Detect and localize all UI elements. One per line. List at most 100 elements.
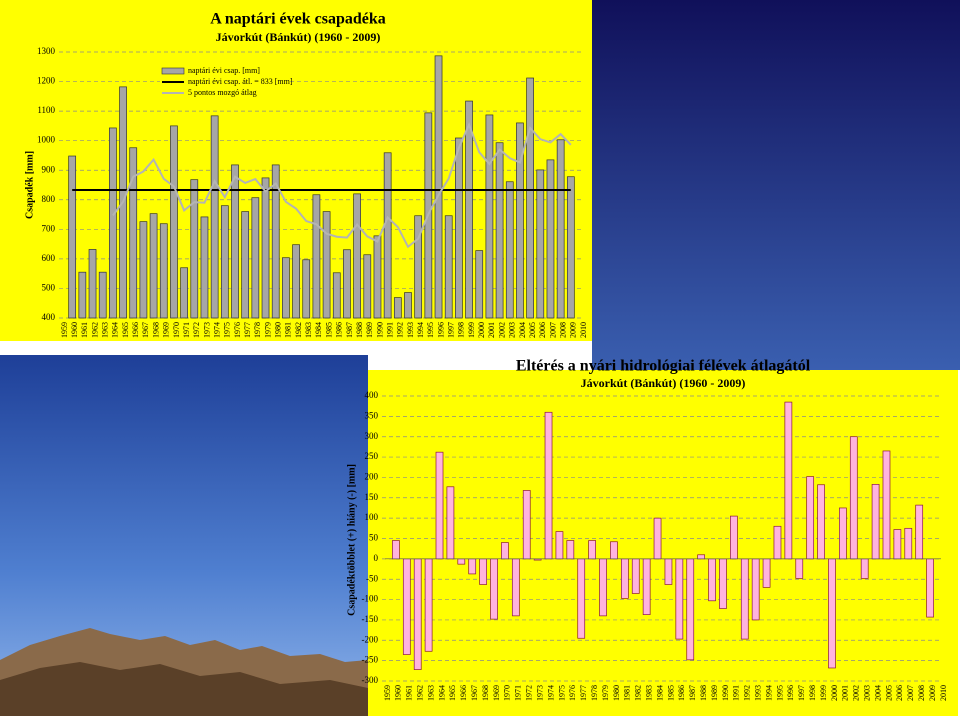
legend-label: naptári évi csap. átl. = 833 [mm] xyxy=(188,77,293,86)
legend-label: naptári évi csap. [mm] xyxy=(188,66,260,75)
bar xyxy=(599,558,607,617)
y-tick-label: 250 xyxy=(365,451,379,461)
bar xyxy=(414,215,423,319)
x-tick-label: 2005 xyxy=(884,685,893,701)
legend-swatch xyxy=(161,67,185,75)
bar xyxy=(495,142,504,319)
bar xyxy=(610,541,618,560)
bar xyxy=(68,155,77,319)
bar xyxy=(526,77,534,319)
x-tick-label: 1960 xyxy=(394,685,403,701)
x-tick-label: 1965 xyxy=(121,322,130,338)
bar xyxy=(806,476,815,560)
x-tick-label: 1978 xyxy=(590,685,599,701)
bar xyxy=(465,100,473,319)
x-tick-label: 1982 xyxy=(634,685,643,701)
x-tick-label: 1997 xyxy=(447,322,456,338)
y-tick-label: 700 xyxy=(42,223,56,233)
bar xyxy=(129,147,138,319)
bar xyxy=(546,159,555,319)
bar xyxy=(566,540,575,560)
legend-label: 5 pontos mozgó átlag xyxy=(188,88,257,97)
bar xyxy=(251,197,260,319)
bar xyxy=(740,558,749,640)
x-tick-label: 2007 xyxy=(906,685,915,701)
x-tick-label: 2001 xyxy=(841,685,850,701)
bar xyxy=(455,137,463,319)
x-tick-label: 1962 xyxy=(416,685,425,701)
bar xyxy=(893,529,902,560)
bar xyxy=(697,554,706,560)
x-tick-label: 2006 xyxy=(895,685,904,701)
bar xyxy=(773,525,782,560)
x-tick-label: 1994 xyxy=(764,685,773,701)
bar xyxy=(302,259,311,319)
y-tick-label: 0 xyxy=(374,553,379,563)
x-tick-label: 1979 xyxy=(263,322,272,338)
bar xyxy=(78,271,87,319)
x-tick-label: 1967 xyxy=(470,685,479,701)
x-tick-label: 1974 xyxy=(546,685,555,701)
x-tick-label: 1971 xyxy=(182,322,191,338)
x-tick-label: 1995 xyxy=(426,322,435,338)
x-tick-label: 2006 xyxy=(538,322,547,338)
bar xyxy=(413,558,422,670)
x-tick-label: 2004 xyxy=(518,322,527,338)
bar xyxy=(139,221,148,319)
x-tick-label: 1962 xyxy=(90,322,99,338)
bar xyxy=(312,194,321,319)
mountains-front xyxy=(0,662,368,716)
y-tick-label: 350 xyxy=(365,410,379,420)
y-tick-label: 500 xyxy=(42,283,56,293)
x-tick-label: 1987 xyxy=(688,685,697,701)
bar xyxy=(828,558,836,669)
chart-subtitle: Jávorkút (Bánkút) (1960 - 2009) xyxy=(581,376,746,390)
x-tick-label: 2002 xyxy=(497,322,506,338)
bar xyxy=(343,249,351,319)
x-tick-label: 1999 xyxy=(467,322,476,338)
x-tick-label: 1977 xyxy=(243,322,252,338)
y-tick-label: -150 xyxy=(362,614,379,624)
y-tick-label: 200 xyxy=(365,471,379,481)
y-tick-label: 1200 xyxy=(37,76,56,86)
bar xyxy=(446,486,455,560)
bar xyxy=(220,205,229,319)
x-tick-label: 1969 xyxy=(492,685,501,701)
x-tick-label: 2008 xyxy=(558,322,567,338)
bar xyxy=(149,213,158,319)
bar xyxy=(577,558,586,639)
x-tick-label: 1983 xyxy=(644,685,653,701)
bar xyxy=(882,450,891,560)
bar xyxy=(860,558,869,579)
y-tick-label: 1100 xyxy=(37,105,55,115)
x-tick-label: 1974 xyxy=(212,322,221,338)
bar xyxy=(435,451,444,560)
x-tick-label: 1998 xyxy=(457,322,466,338)
bar xyxy=(675,558,684,640)
x-tick-label: 1986 xyxy=(677,685,686,701)
x-tick-label: 1996 xyxy=(786,685,795,701)
bar xyxy=(516,122,524,319)
bar xyxy=(522,490,531,560)
x-tick-label: 2004 xyxy=(873,685,882,701)
x-tick-label: 1989 xyxy=(365,322,374,338)
x-tick-label: 1978 xyxy=(253,322,262,338)
bar xyxy=(180,267,188,319)
bar xyxy=(719,558,727,609)
x-tick-label: 1994 xyxy=(416,322,425,338)
chart-title: Eltérés a nyári hidrológiai félévek átla… xyxy=(516,358,811,375)
x-tick-label: 1970 xyxy=(172,322,181,338)
bar xyxy=(915,504,924,560)
background-panel xyxy=(592,0,960,370)
bar xyxy=(536,169,545,319)
bar xyxy=(475,250,484,319)
x-tick-label: 1986 xyxy=(335,322,344,338)
bar xyxy=(468,558,477,575)
chart-subtitle: Jávorkút (Bánkút) (1960 - 2009) xyxy=(216,30,381,44)
x-tick-label: 1990 xyxy=(375,322,384,338)
x-tick-label: 2008 xyxy=(917,685,926,701)
bar xyxy=(904,527,913,560)
bar xyxy=(505,181,514,319)
y-axis-title: Csapadék [mm] xyxy=(24,151,35,219)
x-tick-label: 2002 xyxy=(852,685,861,701)
